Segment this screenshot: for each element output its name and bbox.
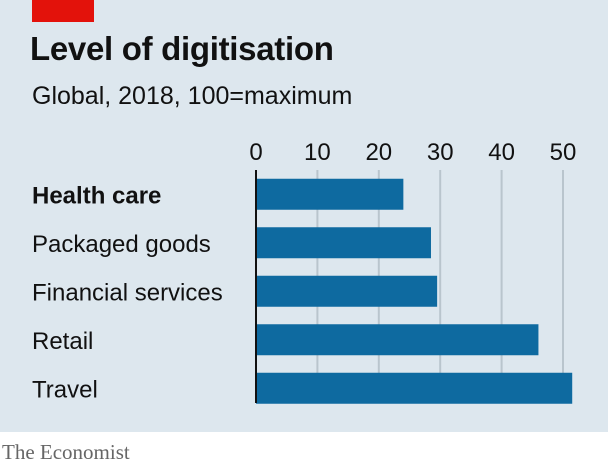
x-tick-label: 10 [304,139,331,166]
category-label: Financial services [32,279,223,306]
x-tick-label: 50 [550,139,577,166]
bar-packaged-goods [256,227,431,259]
bars [256,178,573,404]
x-tick-label: 0 [249,139,262,166]
category-label: Travel [32,376,98,403]
bar-chart: 0 10 20 30 40 50 Health care Packaged goods Fin… [32,139,576,404]
bar-financial-services [256,275,438,307]
chart-panel [0,0,608,432]
category-label: Health care [32,182,161,209]
chart-subtitle: Global, 2018, 100=maximum [32,82,353,110]
x-tick-label: 30 [427,139,454,166]
chart-title: Level of digitisation [30,30,334,67]
x-tick-label: 20 [365,139,392,166]
category-label: Retail [32,328,93,355]
bar-retail [256,324,539,356]
source-credit: The Economist [2,440,130,464]
brand-accent-bar [32,0,94,22]
category-labels: Health care Packaged goods Financial servi… [32,182,223,403]
bar-health-care [256,178,404,210]
x-tick-labels: 0 10 20 30 40 50 [249,139,576,166]
bar-travel [256,372,573,404]
category-label: Packaged goods [32,231,211,258]
x-tick-label: 40 [488,139,515,166]
